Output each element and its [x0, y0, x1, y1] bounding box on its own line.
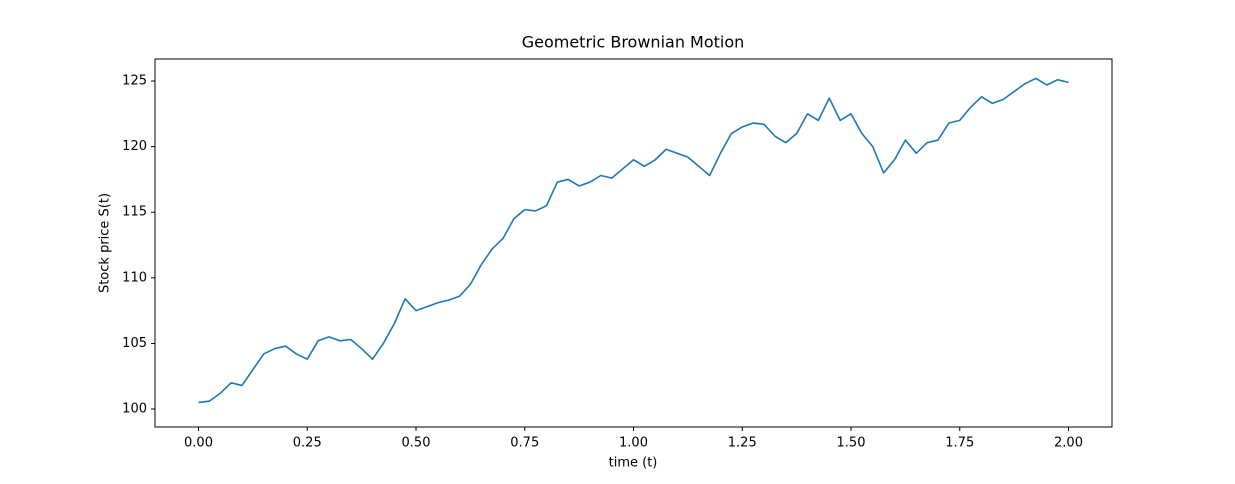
plot-frame	[154, 58, 1113, 428]
x-tick-label: 0.75	[510, 436, 539, 451]
x-tick-label: 0.25	[293, 436, 322, 451]
x-tick-label: 0.50	[402, 436, 431, 451]
y-tick-label: 125	[122, 74, 147, 89]
x-tick-label: 1.50	[837, 436, 866, 451]
x-tick-label: 1.75	[945, 436, 974, 451]
y-tick-label: 110	[122, 270, 147, 285]
x-axis-label: time (t)	[609, 456, 658, 471]
y-tick-label: 105	[122, 336, 147, 351]
y-tick-label: 120	[122, 139, 147, 154]
x-tick-label: 0.00	[184, 436, 213, 451]
x-tick-label: 1.25	[728, 436, 757, 451]
y-tick-label: 115	[122, 205, 147, 220]
chart-title: Geometric Brownian Motion	[522, 33, 745, 52]
y-axis-label: Stock price S(t)	[98, 193, 113, 293]
x-tick-label: 2.00	[1054, 436, 1083, 451]
line-series	[198, 77, 1069, 404]
y-tick-label: 100	[122, 402, 147, 417]
x-tick-label: 1.00	[619, 436, 648, 451]
